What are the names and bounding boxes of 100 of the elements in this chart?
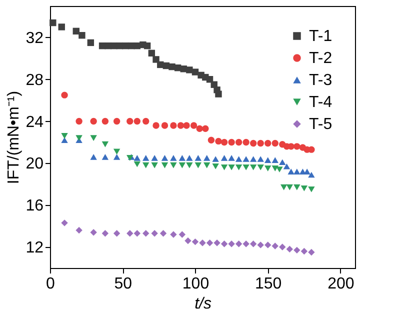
point: [151, 155, 158, 161]
point: [161, 155, 168, 161]
point: [272, 242, 278, 250]
point: [204, 155, 210, 161]
point: [196, 125, 203, 132]
point: [242, 138, 250, 146]
point: [212, 163, 219, 170]
point: [90, 135, 97, 141]
point: [220, 240, 228, 248]
point: [186, 155, 193, 161]
point: [294, 143, 300, 150]
point: [250, 164, 257, 170]
point: [308, 172, 315, 178]
x-axis-title: t/s: [194, 296, 212, 312]
point: [257, 156, 264, 162]
point: [212, 156, 219, 162]
point: [242, 240, 250, 248]
y-axis-title: IFT/(mN•m⁻¹): [6, 90, 23, 184]
point: [294, 184, 300, 190]
point: [228, 164, 235, 170]
point: [134, 230, 140, 237]
x-tick-label: 100: [182, 276, 210, 292]
point: [113, 118, 120, 125]
point: [272, 140, 278, 147]
point: [242, 156, 250, 162]
point: [142, 155, 150, 161]
point: [190, 122, 198, 129]
point: [288, 168, 294, 174]
point: [257, 242, 264, 248]
legend-label: T-2: [309, 50, 332, 67]
point: [126, 118, 134, 125]
y-tick-label: 16: [26, 198, 44, 215]
point: [142, 118, 150, 125]
point: [160, 230, 167, 237]
point: [170, 231, 177, 238]
point: [192, 238, 199, 246]
y-tick-label: 24: [26, 114, 44, 131]
point: [214, 239, 220, 246]
point: [61, 220, 68, 226]
legend-label: T-1: [309, 28, 332, 45]
point: [87, 39, 94, 46]
point: [170, 122, 177, 129]
point: [90, 154, 97, 160]
point: [228, 240, 235, 248]
x-tick-label: 50: [114, 276, 132, 292]
point: [202, 125, 209, 132]
point: [272, 157, 278, 163]
point: [308, 146, 315, 153]
point: [102, 154, 109, 160]
point: [161, 122, 168, 129]
point: [152, 122, 160, 129]
point: [170, 155, 177, 161]
point: [286, 246, 293, 252]
point: [61, 133, 68, 139]
point: [220, 164, 228, 170]
point: [206, 239, 214, 246]
point: [142, 162, 150, 168]
point: [102, 141, 109, 148]
point: [250, 240, 257, 248]
point: [134, 155, 140, 161]
point: [215, 90, 222, 98]
point: [170, 162, 177, 168]
point: [294, 168, 300, 174]
point: [144, 42, 151, 50]
point: [134, 161, 140, 168]
point: [300, 185, 308, 192]
legend-label: T-3: [309, 72, 332, 89]
legend-label: T-4: [309, 94, 332, 111]
point: [257, 164, 264, 170]
point: [276, 166, 283, 172]
point: [215, 138, 222, 145]
point: [178, 231, 186, 238]
point: [78, 32, 86, 39]
point: [199, 239, 206, 246]
point: [294, 246, 300, 254]
point: [186, 162, 193, 168]
point: [264, 166, 272, 172]
point: [235, 164, 242, 170]
point: [90, 118, 97, 125]
point: [76, 226, 82, 234]
point: [279, 244, 286, 250]
point: [280, 184, 288, 190]
point: [304, 168, 310, 174]
point: [228, 155, 235, 161]
point: [283, 163, 290, 170]
y-tick-label: 28: [26, 72, 44, 89]
point: [288, 143, 294, 150]
point: [264, 242, 272, 248]
point: [90, 229, 97, 236]
point: [184, 237, 192, 244]
point: [178, 162, 186, 168]
point: [194, 155, 202, 161]
point: [264, 140, 272, 147]
point: [102, 118, 109, 125]
point: [142, 230, 150, 237]
x-tick-label: 150: [255, 276, 282, 292]
y-tick-label: 12: [26, 240, 44, 257]
y-tick-label: 20: [26, 156, 44, 173]
x-tick-label: 0: [46, 276, 56, 292]
point: [152, 56, 160, 63]
